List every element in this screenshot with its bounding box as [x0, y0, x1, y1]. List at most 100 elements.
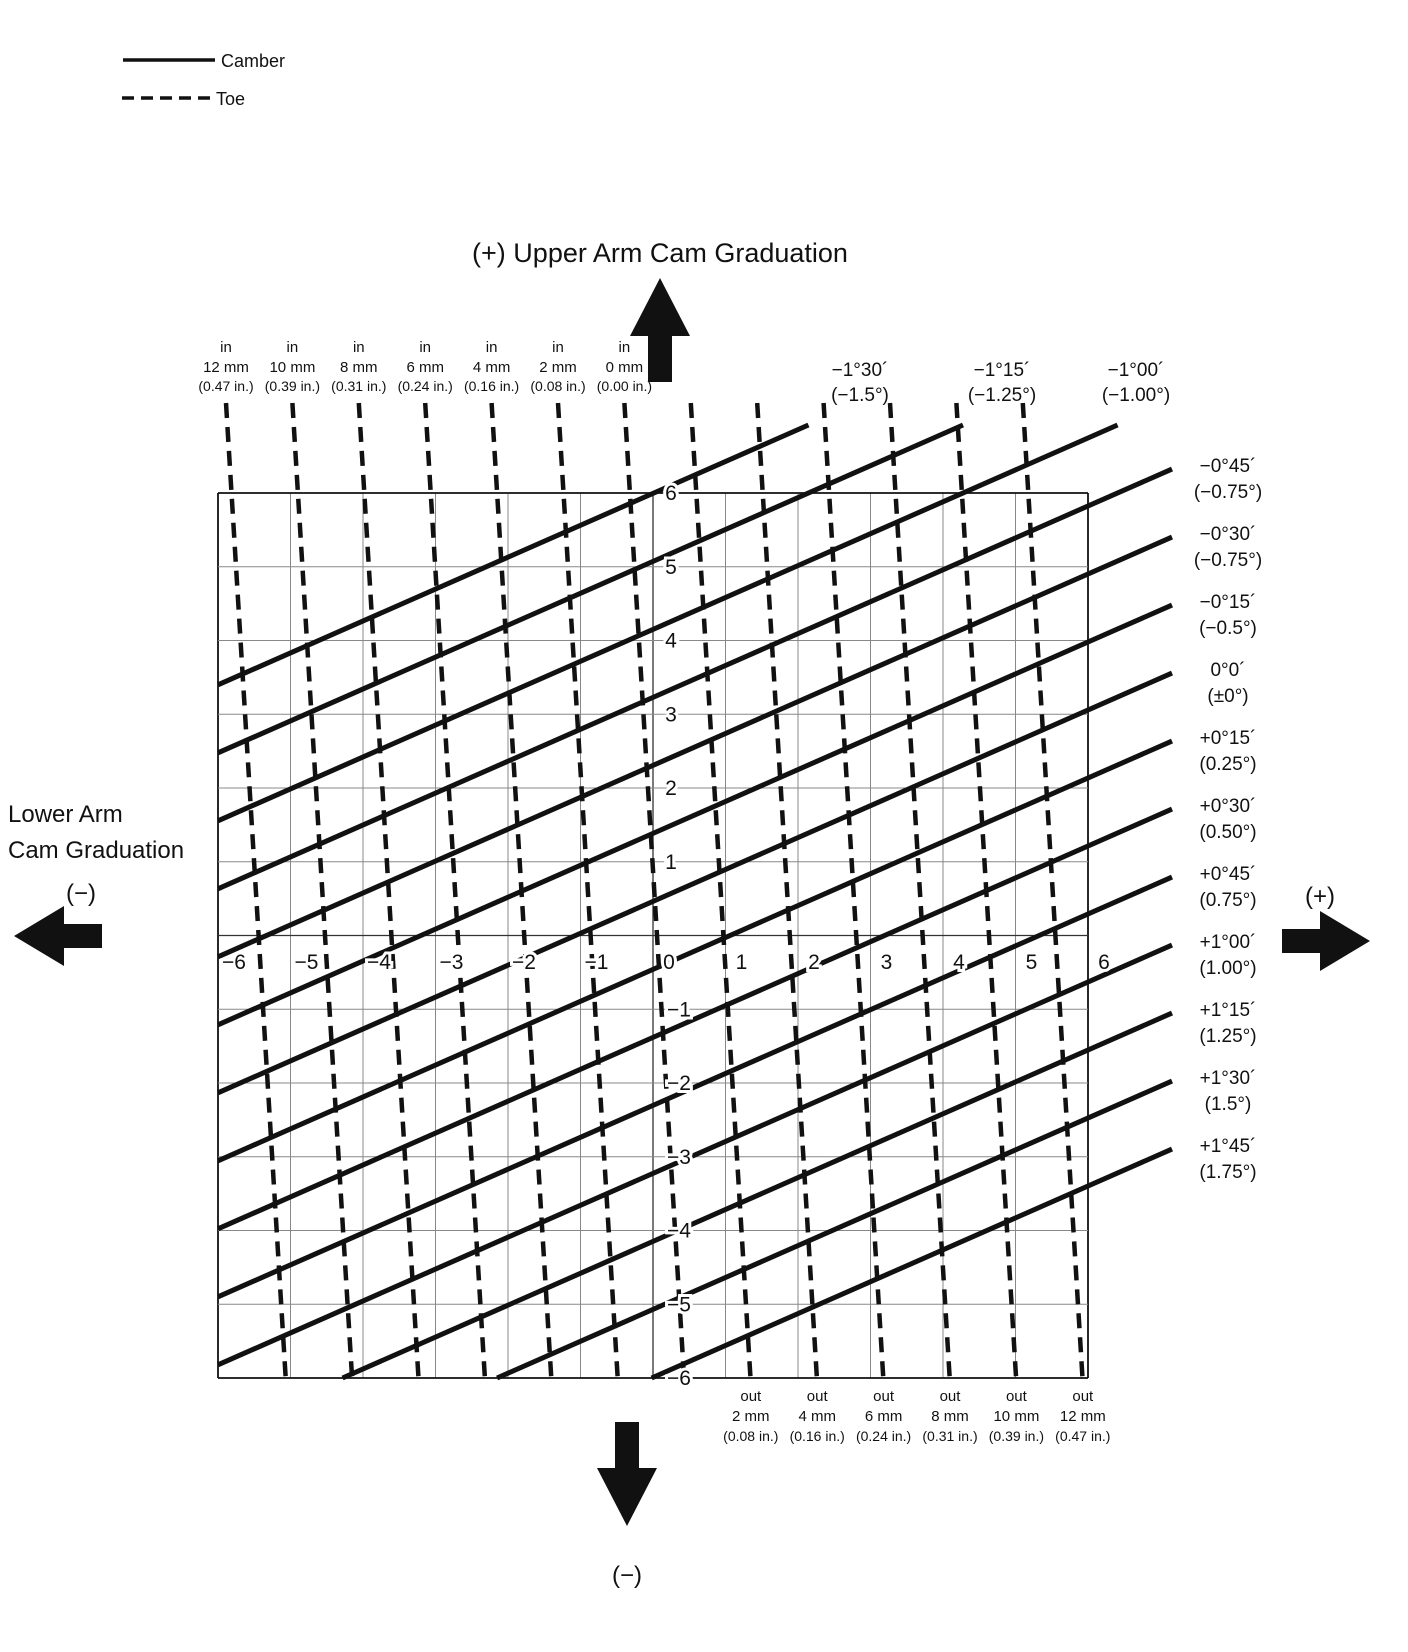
camber-line-−1°30´: [216, 422, 810, 688]
toe-label-out: (0.39 in.): [989, 1428, 1044, 1444]
toe-label-in: in: [419, 339, 431, 356]
toe-label-out: 6 mm: [865, 1408, 903, 1425]
camber-label: −0°30´: [1200, 524, 1257, 545]
axis-tick-labels: −6 −5 −4 −3 −2 −1 0 1 2 3 4 5 6 6 5 4 3 2 1 −1 −2 −3 −4 −5 −6: [219, 479, 1113, 1393]
toe-label-in: in: [486, 339, 498, 356]
y-tick-label: −3: [667, 1146, 691, 1169]
toe-label-in: (0.16 in.): [464, 378, 519, 394]
toe-line-in-10mm: [290, 402, 355, 1384]
toe-label-out: (0.16 in.): [790, 1428, 845, 1444]
toe-line-in-2mm: [555, 402, 621, 1384]
camber-label: +0°30´: [1200, 796, 1257, 817]
legend: Camber Toe: [122, 51, 285, 109]
y-tick-label: 2: [665, 777, 677, 800]
toe-label-out: out: [740, 1388, 762, 1405]
toe-line-out-8mm: [887, 402, 953, 1384]
camber-line-−1°00´: [216, 422, 1119, 824]
camber-sublabel: (1.25°): [1199, 1026, 1256, 1047]
camber-line-+1°15´: [341, 1010, 1174, 1381]
toe-line-out-2mm: [688, 402, 754, 1384]
camber-sublabel: (−1.5°): [831, 385, 889, 406]
y-tick-label: −6: [667, 1367, 691, 1390]
lower-arm-label-line1: Lower Arm: [8, 801, 123, 828]
bottom-minus-sign: (−): [612, 1562, 642, 1589]
camber-line-+0°15´: [216, 738, 1174, 1164]
y-tick-label: 5: [665, 556, 677, 579]
toe-label-out: out: [807, 1388, 829, 1405]
camber-label: −1°15´: [974, 360, 1031, 381]
x-tick-label: −2: [512, 951, 536, 974]
right-axis-sign-group: (+): [1282, 883, 1370, 971]
toe-line-in-6mm: [422, 402, 488, 1384]
y-tick-label: 4: [665, 630, 677, 653]
toe-label-in: 10 mm: [269, 359, 315, 376]
camber-label: +0°15´: [1200, 728, 1257, 749]
toe-line-out-6mm: [821, 402, 886, 1384]
toe-label-out: out: [1006, 1388, 1028, 1405]
camber-line-+1°45´: [650, 1146, 1174, 1381]
left-arrow-icon: [14, 906, 102, 966]
camber-label: −0°15´: [1200, 592, 1257, 613]
toe-label-out: out: [940, 1388, 962, 1405]
toe-label-in: 6 mm: [406, 359, 444, 376]
toe-label-out: 12 mm: [1060, 1408, 1106, 1425]
toe-line-out-4mm: [754, 402, 820, 1384]
toe-label-in: (0.47 in.): [198, 378, 253, 394]
toe-label-in: (0.31 in.): [331, 378, 386, 394]
camber-label: −0°45´: [1200, 456, 1257, 477]
camber-label: +1°00´: [1200, 932, 1257, 953]
camber-line-0°0´: [216, 670, 1174, 1096]
camber-sublabel: (0.75°): [1199, 890, 1256, 911]
toe-label-out: (0.08 in.): [723, 1428, 778, 1444]
legend-camber-label: Camber: [221, 51, 285, 71]
toe-line-in-12mm: [223, 402, 289, 1384]
camber-line-+1°30´: [496, 1078, 1174, 1381]
camber-sublabel: (−1.00°): [1102, 385, 1170, 406]
camber-line-−1°15´: [216, 422, 965, 756]
x-tick-label: 6: [1098, 951, 1110, 974]
lower-arm-axis-label: Lower Arm Cam Graduation (−): [8, 801, 184, 966]
camber-label: −1°00´: [1108, 360, 1165, 381]
toe-label-in: 4 mm: [473, 359, 511, 376]
y-tick-label: 1: [665, 851, 677, 874]
toe-label-in: in: [287, 339, 299, 356]
x-tick-label: 5: [1026, 951, 1038, 974]
toe-lines: [223, 402, 1086, 1384]
toe-label-in: 8 mm: [340, 359, 378, 376]
toe-label-in: in: [353, 339, 365, 356]
camber-label: +1°30´: [1200, 1068, 1257, 1089]
toe-line-in-8mm: [356, 402, 422, 1384]
x-tick-label: 2: [808, 951, 820, 974]
x-tick-label: 3: [881, 951, 893, 974]
camber-sublabel: (−1.25°): [968, 385, 1036, 406]
toe-label-in: 2 mm: [539, 359, 577, 376]
legend-toe-label: Toe: [216, 89, 245, 109]
x-tick-label: 1: [736, 951, 748, 974]
toe-line-in-0mm: [622, 402, 687, 1384]
down-arrow-icon: [597, 1422, 657, 1526]
camber-sublabel: (−0.75°): [1194, 482, 1262, 503]
bottom-axis-sign-group: (−): [597, 1422, 657, 1589]
lower-arm-minus-sign: (−): [66, 880, 96, 907]
toe-label-in: (0.39 in.): [265, 378, 320, 394]
right-arrow-icon: [1282, 911, 1370, 971]
y-tick-label: 6: [665, 482, 677, 505]
camber-line-−0°45´: [216, 466, 1174, 892]
upper-arm-axis-title: (+) Upper Arm Cam Graduation: [472, 238, 848, 268]
camber-sublabel: (0.50°): [1199, 822, 1256, 843]
camber-label: +1°15´: [1200, 1000, 1257, 1021]
camber-label: +1°45´: [1200, 1136, 1257, 1157]
camber-label: −1°30´: [832, 360, 889, 381]
camber-line-+0°30´: [216, 806, 1174, 1232]
grid: [217, 492, 1089, 1379]
toe-label-out: out: [1072, 1388, 1094, 1405]
toe-label-in: (0.08 in.): [530, 378, 585, 394]
toe-label-in: 12 mm: [203, 359, 249, 376]
camber-line-+1°00´: [216, 942, 1174, 1368]
toe-label-in: in: [220, 339, 232, 356]
up-arrow-icon: [630, 278, 690, 382]
toe-label-out: (0.47 in.): [1055, 1428, 1110, 1444]
x-tick-label: 0: [663, 951, 675, 974]
